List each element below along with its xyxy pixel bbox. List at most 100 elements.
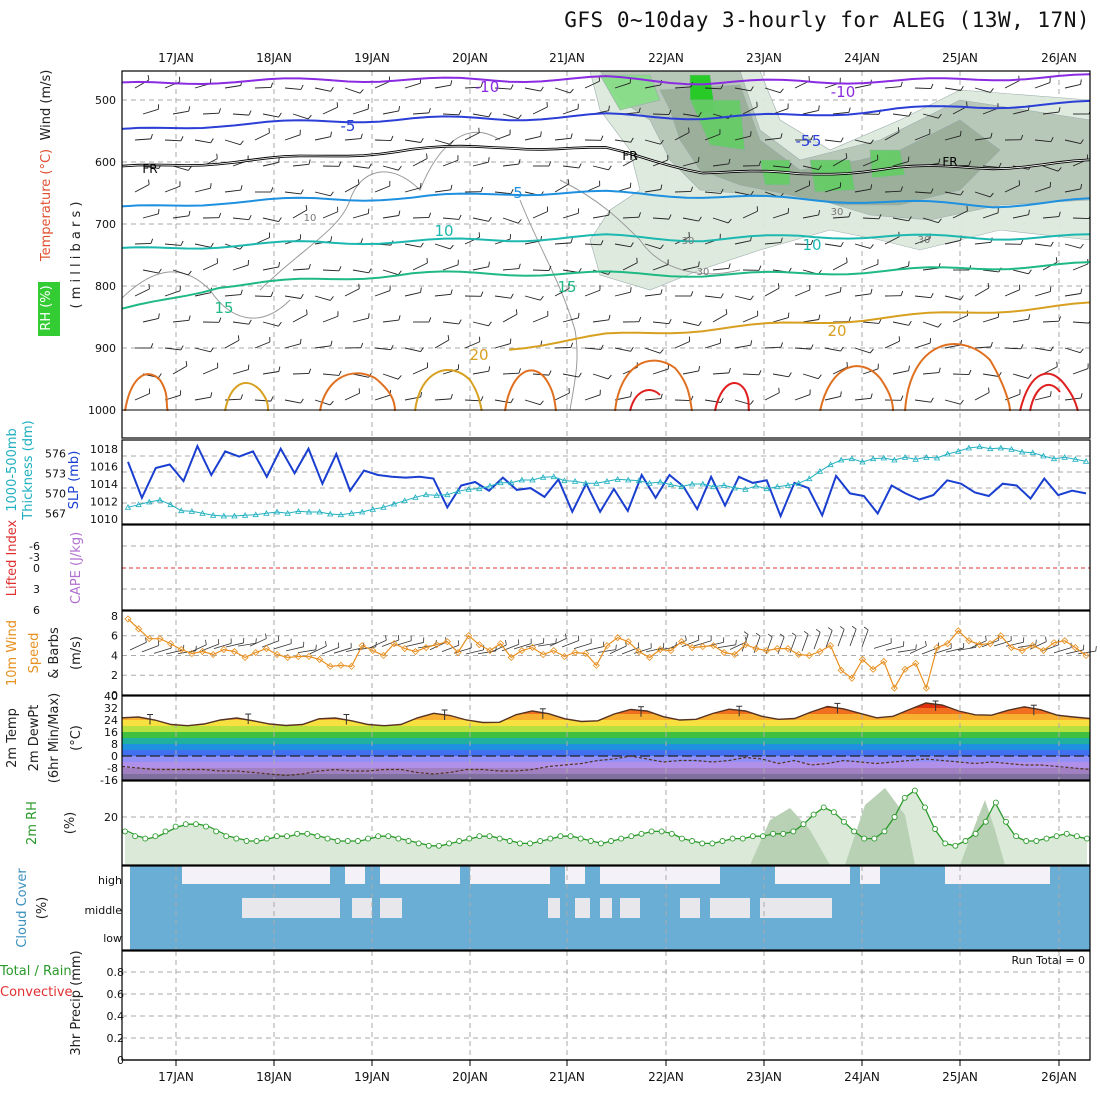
wind-barb bbox=[262, 217, 279, 223]
thickness-line-marker bbox=[763, 485, 770, 492]
wind-barb bbox=[352, 213, 369, 219]
rh2m-marker bbox=[142, 835, 149, 842]
wind-barb bbox=[472, 161, 489, 167]
wind-barb bbox=[262, 371, 279, 375]
wind-speed-line-marker bbox=[188, 649, 196, 658]
wind-barb-flag bbox=[750, 340, 753, 346]
warm-contour bbox=[319, 372, 396, 411]
thickness-line-marker bbox=[1029, 449, 1036, 456]
wind-barb-flag bbox=[698, 261, 700, 267]
wind-barb bbox=[502, 217, 519, 224]
wind-barb bbox=[172, 319, 189, 323]
rh2m-marker bbox=[922, 804, 928, 811]
rh2m-marker bbox=[425, 842, 432, 849]
rh2m-marker bbox=[284, 833, 290, 840]
temp-contour bbox=[122, 233, 1090, 250]
wind10m-barb bbox=[501, 644, 519, 652]
wind-barb-flag bbox=[990, 132, 993, 138]
wind-barb-flag bbox=[308, 263, 311, 270]
wind-barb-flag bbox=[878, 318, 882, 324]
cloud-mid-gap bbox=[620, 898, 640, 918]
wind-barb-flag bbox=[968, 369, 972, 375]
wind-barb-flag bbox=[420, 391, 423, 398]
thickness-line-marker bbox=[955, 448, 962, 454]
rh2m-marker bbox=[456, 838, 463, 844]
wind-barb-flag bbox=[668, 319, 672, 324]
slp-ylabel: SLP (mb) bbox=[67, 451, 82, 510]
wind-barb bbox=[254, 132, 270, 141]
rh2m-marker bbox=[213, 828, 220, 835]
rh-contour-label: 30 bbox=[697, 267, 710, 278]
wind-barb bbox=[764, 242, 781, 245]
wind-speed-line-marker bbox=[177, 646, 185, 654]
wind10m-barb-flag bbox=[505, 639, 507, 646]
wind-barb bbox=[712, 372, 729, 375]
thickness-line-marker bbox=[742, 486, 749, 492]
wind-speed-line-marker bbox=[337, 661, 345, 669]
wind-barb bbox=[502, 268, 519, 271]
rh2m-marker bbox=[648, 828, 655, 835]
temp-band bbox=[122, 774, 1090, 780]
thickness-line-marker bbox=[837, 456, 845, 463]
wind-barb bbox=[382, 373, 399, 380]
wind-barb-flag bbox=[278, 321, 282, 327]
wind-barb bbox=[494, 87, 511, 90]
thickness-line-marker bbox=[827, 461, 834, 468]
wind-barb-flag bbox=[998, 162, 1002, 168]
wind-speed-line-marker bbox=[145, 635, 153, 643]
wind-barb-flag bbox=[788, 372, 792, 378]
wind-barb-flag bbox=[600, 344, 604, 350]
rh2m-marker bbox=[334, 838, 341, 844]
wind-speed-line-marker bbox=[741, 641, 749, 649]
wind-barb-flag bbox=[540, 131, 542, 137]
wind-barb-flag bbox=[698, 321, 702, 326]
wind10m-barb bbox=[369, 639, 387, 649]
wind-barb bbox=[734, 295, 751, 301]
thickness-line-marker bbox=[1008, 446, 1015, 452]
wind10m-panel bbox=[122, 611, 1097, 695]
wind-speed-line-marker bbox=[848, 674, 856, 682]
wind-barb bbox=[854, 293, 871, 297]
temp-contour-label: -10 bbox=[475, 78, 500, 96]
wind-barb-flag bbox=[1058, 316, 1061, 322]
wind10m-barb-flag bbox=[779, 633, 785, 638]
wind-barb-flag bbox=[660, 184, 663, 190]
wind-barb bbox=[644, 243, 661, 250]
wind-barb bbox=[284, 295, 301, 299]
warm-contour bbox=[1019, 372, 1079, 411]
freezing-label: FR bbox=[622, 149, 637, 163]
wind10m-barb-flag bbox=[743, 631, 749, 635]
wind-barb-flag bbox=[308, 368, 312, 374]
wind-barb bbox=[652, 217, 669, 220]
temp-contour-label: 10 bbox=[802, 236, 821, 254]
wind-barb bbox=[142, 269, 159, 274]
wind-barb-flag bbox=[1080, 79, 1082, 85]
wind-barb-flag bbox=[216, 153, 218, 159]
wind-speed-line-marker bbox=[677, 638, 686, 646]
wind-barb bbox=[262, 321, 279, 327]
thickness-line-marker bbox=[1061, 454, 1068, 460]
wind-barb bbox=[854, 139, 871, 145]
temp-band bbox=[122, 708, 1090, 714]
wind-speed-line-marker bbox=[284, 653, 292, 662]
wind-barb bbox=[682, 113, 699, 117]
wind-barb bbox=[974, 346, 991, 349]
wind-barb-flag bbox=[480, 396, 484, 402]
wind-barb-flag bbox=[840, 241, 844, 247]
wind-barb bbox=[944, 87, 961, 91]
millibars-ylabel: ( m i l l i b a r s ) bbox=[69, 202, 84, 309]
rh-contour-label: 30 bbox=[831, 207, 844, 218]
wind-barb bbox=[794, 394, 811, 401]
rh2m-marker bbox=[466, 835, 473, 842]
wind-barb-flag bbox=[306, 309, 308, 315]
wind-barb-flag bbox=[305, 204, 308, 211]
wind-barb-flag bbox=[750, 131, 752, 137]
wind-speed-line-marker bbox=[305, 652, 313, 661]
wind-barb bbox=[442, 264, 459, 271]
wind-barb-flag bbox=[1080, 393, 1083, 399]
wind-barb-flag bbox=[758, 370, 762, 376]
wind10m-barb-flag bbox=[851, 625, 857, 630]
wind-barb bbox=[862, 368, 879, 375]
wind-barb bbox=[742, 373, 760, 376]
wind-barb-flag bbox=[218, 108, 221, 114]
